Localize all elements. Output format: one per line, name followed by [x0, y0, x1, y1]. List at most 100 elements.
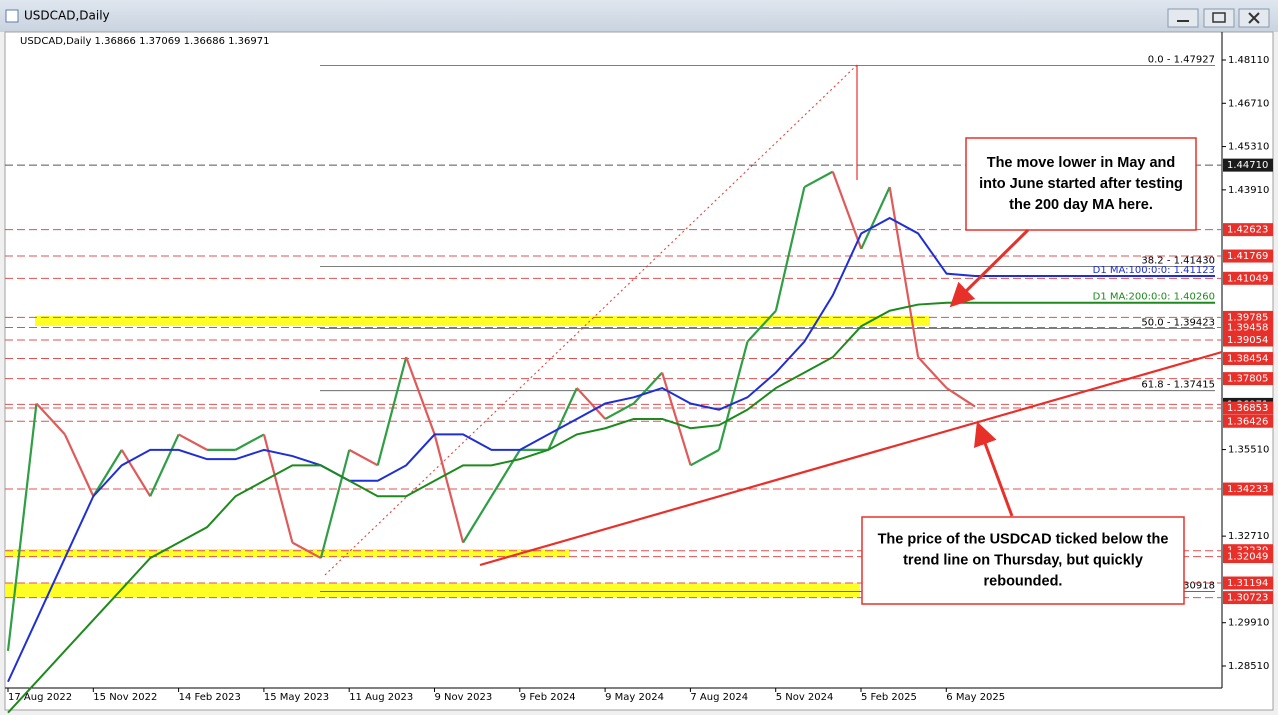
chart-area	[4, 31, 1274, 711]
date-label: 9 May 2024	[605, 692, 664, 703]
title-bar	[0, 0, 1278, 32]
window-title: USDCAD,Daily	[24, 9, 110, 23]
date-label: 11 Aug 2023	[349, 692, 413, 703]
date-label: 7 Aug 2024	[690, 692, 748, 703]
price-segment	[92, 449, 123, 497]
annotation-text: the 200 day MA here.	[1009, 197, 1153, 213]
price-segment	[235, 433, 265, 451]
fib-label: 1.30918	[1174, 581, 1215, 592]
date-label: 5 Feb 2025	[861, 692, 917, 703]
price-tick-label: 1.46710	[1228, 98, 1269, 109]
level-box	[1223, 352, 1273, 366]
price-segment	[547, 387, 578, 451]
window-buttons[interactable]	[1167, 8, 1270, 28]
level-label: 1.44710	[1227, 160, 1268, 171]
level-label: 1.30723	[1227, 593, 1268, 604]
level-label: 1.31194	[1227, 578, 1268, 589]
date-label: 15 Nov 2022	[93, 692, 157, 703]
ma200-label: D1 MA:200:0:0: 1.40260	[1093, 292, 1215, 303]
price-segment	[178, 433, 208, 451]
level-box	[1223, 401, 1273, 415]
ma100-line	[7, 216, 976, 683]
price-segment	[462, 495, 493, 544]
price-segment	[774, 186, 806, 311]
level-box	[1223, 550, 1273, 564]
level-label: 1.42623	[1227, 225, 1268, 236]
price-segment	[6, 403, 38, 651]
price-segment	[803, 170, 834, 189]
price-segment	[604, 402, 635, 420]
date-label: 15 May 2023	[264, 692, 329, 703]
level-label: 1.41049	[1227, 273, 1268, 284]
price-tick-label: 1.28510	[1228, 661, 1269, 672]
annotation-arrow	[974, 421, 1014, 517]
price-tick-label: 1.43910	[1228, 185, 1269, 196]
trend-line	[479, 350, 1223, 567]
annotation-text: into June started after testing	[979, 176, 1183, 192]
fib-label: 61.8 - 1.37415	[1141, 380, 1215, 391]
annotation-arrow	[949, 228, 1030, 308]
annotation-box	[965, 137, 1197, 231]
level-box	[1223, 321, 1273, 335]
level-label: 1.39054	[1227, 335, 1268, 346]
fib-label: 0.0 - 1.47927	[1148, 55, 1215, 66]
level-box	[1223, 482, 1273, 496]
chart-header: USDCAD,Daily 1.36866 1.37069 1.36686 1.3…	[20, 36, 270, 47]
annotation-text: rebounded.	[984, 573, 1063, 589]
level-label: 1.37805	[1227, 374, 1268, 385]
price-segment	[433, 434, 465, 543]
maximize-button[interactable]	[1203, 8, 1235, 28]
fib-label: 38.2 - 1.41430	[1141, 256, 1215, 267]
price-tick-label: 1.29910	[1228, 618, 1269, 629]
price-tick-label: 1.32710	[1228, 531, 1269, 542]
price-segment	[917, 356, 948, 389]
price-tick-label: 1.48110	[1228, 55, 1269, 66]
level-box	[1223, 414, 1273, 428]
level-label: 1.36853	[1227, 403, 1268, 414]
highlight-zone	[5, 583, 860, 597]
price-segment	[746, 310, 777, 343]
price-tick-label: 1.45310	[1228, 142, 1269, 153]
price-segment	[717, 341, 749, 451]
window-icon	[5, 9, 19, 23]
level-box	[1223, 591, 1273, 605]
price-segment	[632, 371, 663, 405]
price-segment	[149, 433, 180, 497]
price-segment	[860, 186, 891, 250]
price-segment	[405, 356, 436, 435]
price-segment	[690, 448, 720, 467]
price-tick-label: 1.35510	[1228, 445, 1269, 456]
price-segment	[348, 448, 379, 467]
level-label: 1.34233	[1227, 484, 1268, 495]
date-label: 5 Nov 2024	[776, 692, 834, 703]
date-label: 9 Nov 2023	[435, 692, 493, 703]
date-label: 6 May 2025	[946, 692, 1005, 703]
minimize-button[interactable]	[1167, 8, 1199, 28]
level-box	[1223, 576, 1273, 590]
price-segment	[661, 372, 692, 466]
price-segment	[376, 356, 408, 466]
level-box	[1223, 271, 1273, 285]
level-label: 1.41769	[1227, 251, 1268, 262]
highlight-zone	[5, 549, 570, 557]
price-segment	[291, 541, 322, 560]
annotation-text: The price of the USDCAD ticked below the	[878, 531, 1169, 547]
level-box	[1223, 310, 1273, 324]
price-segment	[63, 433, 95, 497]
level-box	[1223, 249, 1273, 263]
level-label: 1.39458	[1227, 323, 1268, 334]
date-label: 17 Aug 2022	[8, 692, 72, 703]
highlight-zone	[35, 316, 930, 326]
annotation-text: trend line on Thursday, but quickly	[903, 552, 1143, 568]
fib-label: 50.0 - 1.39423	[1141, 318, 1215, 329]
level-box	[1223, 333, 1273, 347]
level-box	[1223, 372, 1273, 386]
level-label: 1.32049	[1227, 552, 1268, 563]
ma100-label: D1 MA:100:0:0: 1.41123	[1093, 265, 1215, 276]
price-segment	[262, 434, 294, 543]
price-segment	[945, 387, 976, 408]
icon	[1212, 12, 1226, 23]
price-segment	[319, 449, 351, 559]
price-segment	[35, 402, 66, 436]
